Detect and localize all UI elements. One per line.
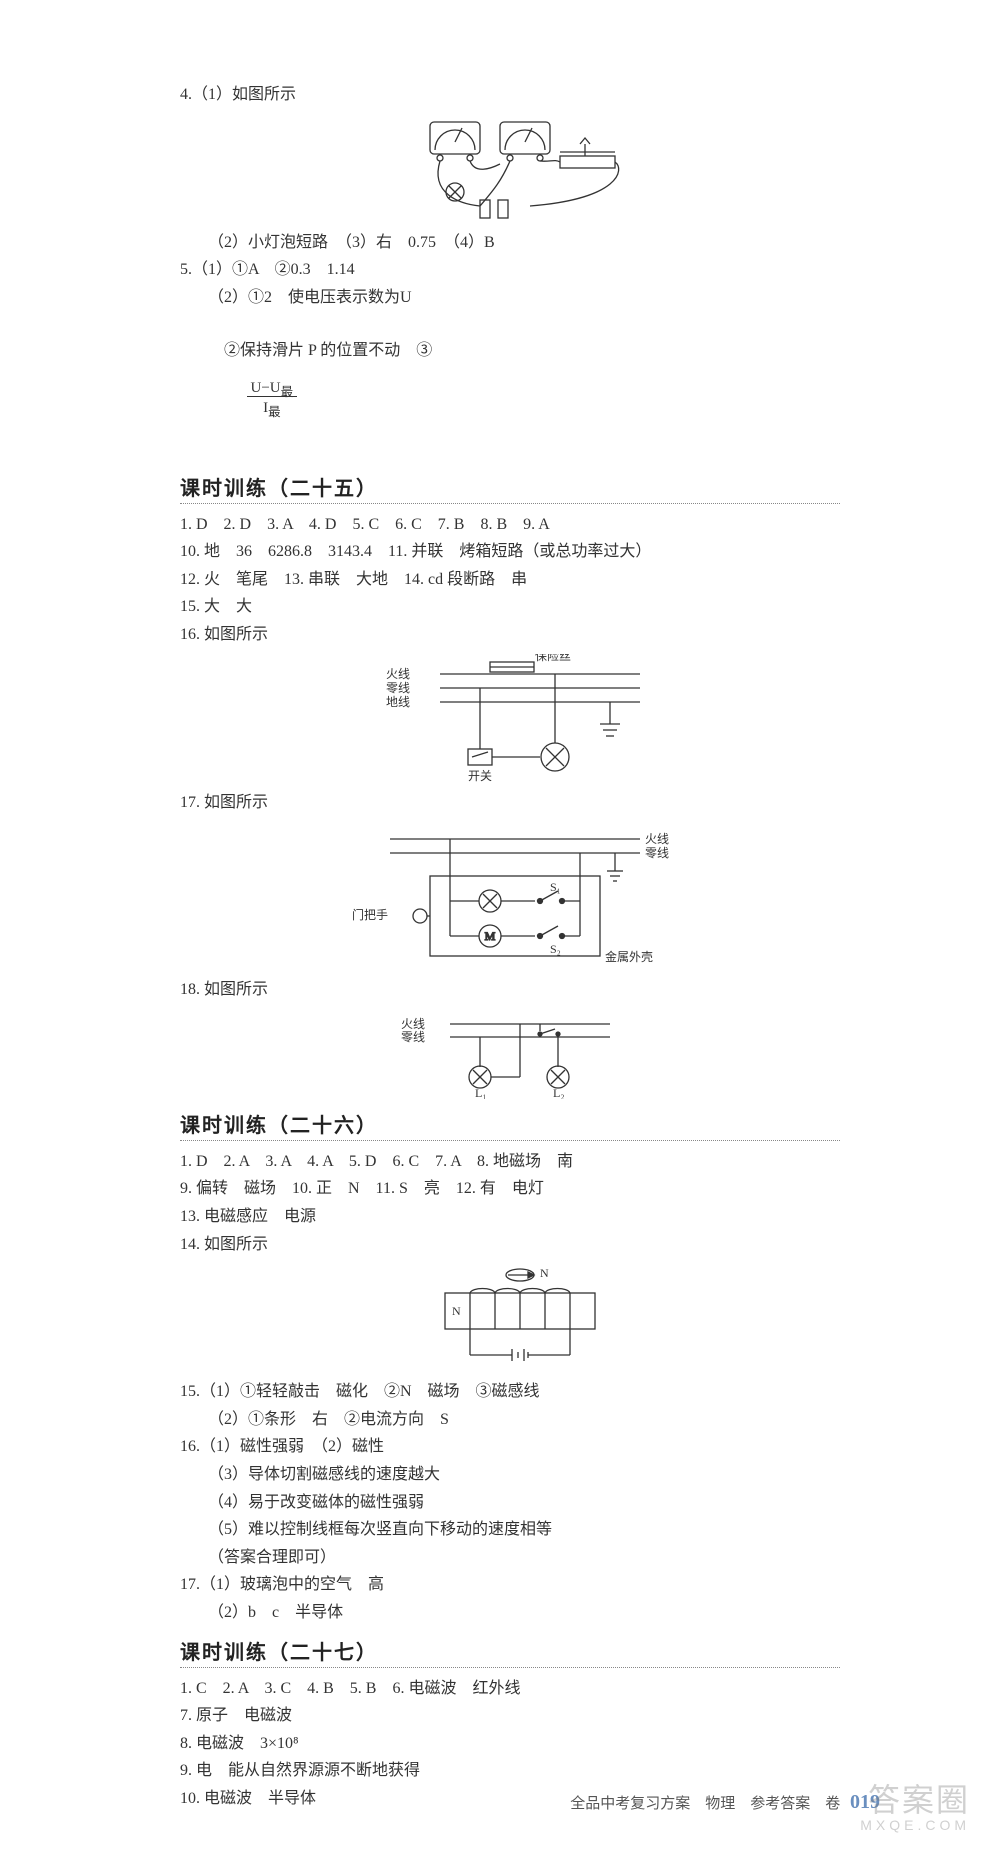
d17-neutral: 零线 [645,846,669,860]
s26-l6c: （4）易于改变磁体的磁性强弱 [180,1490,840,1516]
d17-live: 火线 [645,832,669,846]
diagram-s25-18: 火线 零线 L₁ L₂ [390,1009,630,1099]
diagram-s25-16: 保险丝 火线 零线 地线 开关 [360,654,660,784]
d17-handle: 门把手 [352,907,388,922]
q5-3-pre: ②保持滑片 P 的位置不动 ③ [224,342,432,359]
s27-l2: 7. 原子 电磁波 [180,1703,840,1729]
s26-l3: 13. 电磁感应 电源 [180,1204,840,1230]
s26-l5: 15.（1）①轻轻敲击 磁化 ②N 磁场 ③磁感线 [180,1379,840,1405]
footer-text: 全品中考复习方案 物理 参考答案 卷 [570,1796,840,1812]
heading-25: 课时训练（二十五） [180,472,840,501]
d17-case: 金属外壳 [605,949,653,964]
q5-3: ②保持滑片 P 的位置不动 ③ U−U最 I最 [180,312,840,461]
s26-l4: 14. 如图所示 [180,1232,840,1258]
s26-l7: 17.（1）玻璃泡中的空气 高 [180,1572,840,1598]
q4-1: 4.（1）如图所示 [180,82,840,108]
svg-text:M: M [485,929,496,943]
ground-label: 地线 [386,695,410,709]
d17-s2: S₂ [550,942,561,956]
s26-l1: 1. D 2. A 3. A 4. A 5. D 6. C 7. A 8. 地磁… [180,1149,840,1175]
d18-l1: L₁ [475,1086,487,1099]
watermark: 答案圈 MXQE.COM [860,1783,970,1834]
q4-2: （2）小灯泡短路 （3）右 0.75 （4）B [180,230,840,256]
s26-l6e: （答案合理即可） [180,1545,840,1571]
q5-1: 5.（1）①A ②0.3 1.14 [180,257,840,283]
s26-l2: 9. 偏转 磁场 10. 正 N 11. S 亮 12. 有 电灯 [180,1176,840,1202]
s25-l3: 12. 火 笔尾 13. 串联 大地 14. cd 段断路 串 [180,567,840,593]
d14-n: N [452,1304,461,1318]
d18-l2: L₂ [553,1086,565,1099]
d18-live: 火线 [401,1017,425,1031]
switch-label: 开关 [468,769,492,783]
diagram-s25-17: M 火线 零线 门把手 S₁ S₂ 金属外壳 [340,821,680,971]
dotline-27 [180,1667,840,1668]
d14-compass: N [540,1266,549,1280]
fraction: U−U最 I最 [224,364,297,437]
dotline-26 [180,1140,840,1141]
s26-l6b: （3）导体切割磁感线的速度越大 [180,1462,840,1488]
s25-l6: 17. 如图所示 [180,790,840,816]
watermark-main: 答案圈 [868,1782,970,1818]
s25-l2: 10. 地 36 6286.8 3143.4 11. 并联 烤箱短路（或总功率过… [180,539,840,565]
live-label: 火线 [386,667,410,681]
s25-l5: 16. 如图所示 [180,622,840,648]
watermark-sub: MXQE.COM [860,1818,970,1833]
s25-l1: 1. D 2. D 3. A 4. D 5. C 6. C 7. B 8. B … [180,512,840,538]
s26-l6d: （5）难以控制线框每次竖直向下移动的速度相等 [180,1517,840,1543]
footer: 全品中考复习方案 物理 参考答案 卷 019 [570,1791,880,1814]
fuse-label: 保险丝 [535,654,571,663]
d18-neutral: 零线 [401,1030,425,1044]
page: 4.（1）如图所示 [0,0,1000,1854]
neutral-label: 零线 [386,681,410,695]
s27-l3: 8. 电磁波 3×10⁸ [180,1731,840,1757]
q5-2: （2）①2 使电压表示数为U [180,285,840,311]
s25-l4: 15. 大 大 [180,594,840,620]
s26-l5b: （2）①条形 右 ②电流方向 S [180,1407,840,1433]
s27-l1: 1. C 2. A 3. C 4. B 5. B 6. 电磁波 红外线 [180,1676,840,1702]
s26-l6: 16.（1）磁性强弱 （2）磁性 [180,1434,840,1460]
diagram-q4-1 [380,114,640,224]
heading-26: 课时训练（二十六） [180,1109,840,1138]
s26-l7b: （2）b c 半导体 [180,1600,840,1626]
d17-s1: S₁ [550,880,561,894]
diagram-s26-14: N N [400,1263,620,1373]
s27-l4: 9. 电 能从自然界源源不断地获得 [180,1758,840,1784]
heading-27: 课时训练（二十七） [180,1636,840,1665]
s25-l7: 18. 如图所示 [180,977,840,1003]
dotline-25 [180,503,840,504]
